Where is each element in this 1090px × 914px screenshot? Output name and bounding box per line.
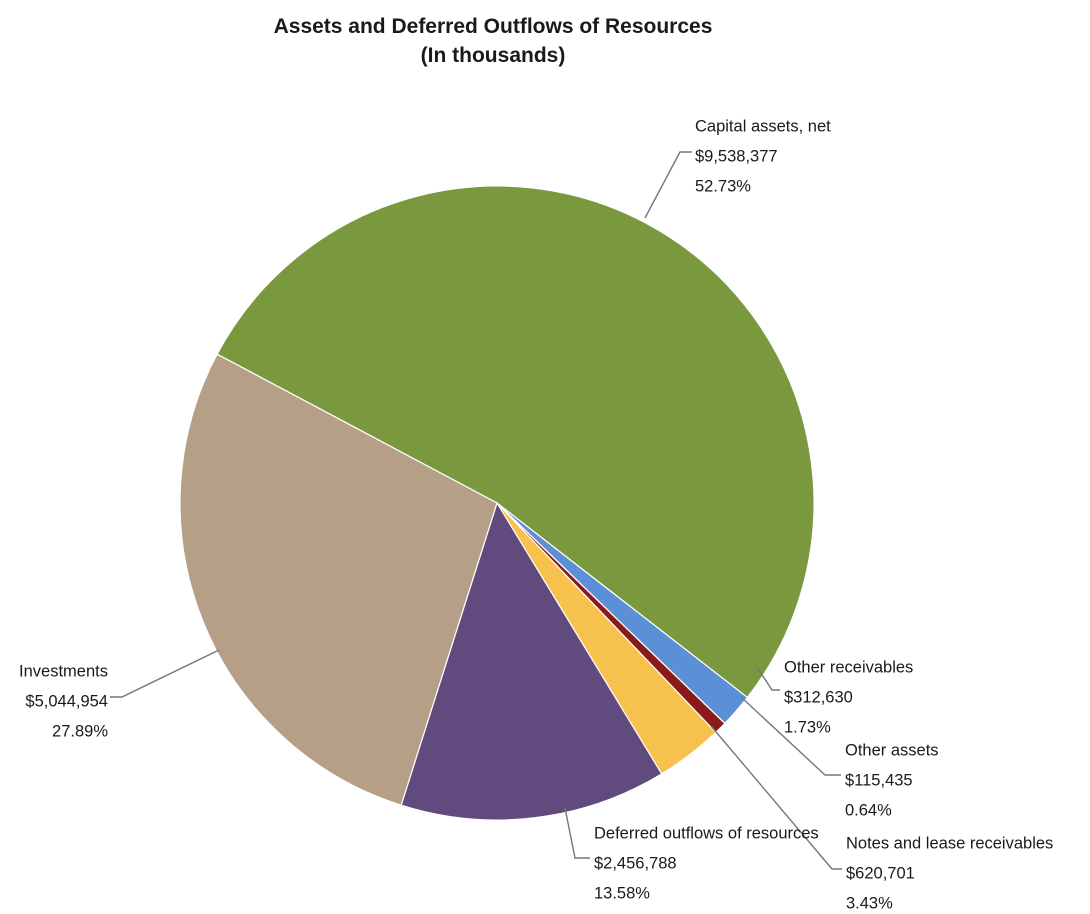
- label-investments-value: $5,044,954: [25, 692, 108, 710]
- chart-title: Assets and Deferred Outflows of Resource…: [274, 15, 713, 38]
- label-deferred-outflows-percent: 13.58%: [594, 884, 650, 902]
- label-investments-percent: 27.89%: [52, 722, 108, 740]
- pie-slice-deferred-outflows: [400, 501, 663, 821]
- label-notes-lease-receivables-name: Notes and lease receivables: [846, 834, 1053, 852]
- label-deferred-outflows-name: Deferred outflows of resources: [594, 824, 819, 842]
- leader-line-capital-assets: [644, 151, 692, 219]
- label-other-receivables-name: Other receivables: [784, 658, 913, 676]
- leader-line-deferred-outflows: [564, 807, 590, 859]
- leader-line-other-receivables: [756, 666, 780, 691]
- leader-lines: [110, 151, 842, 870]
- slice-labels: Capital assets, net $9,538,377 52.73% Other…: [19, 117, 1053, 912]
- label-capital-assets-value: $9,538,377: [695, 147, 778, 165]
- label-other-assets-name: Other assets: [845, 741, 939, 759]
- label-other-assets-percent: 0.64%: [845, 801, 892, 819]
- pie-slice-investments: [179, 353, 498, 806]
- label-capital-assets-name: Capital assets, net: [695, 117, 831, 135]
- label-deferred-outflows-value: $2,456,788: [594, 854, 677, 872]
- label-notes-lease-receivables-value: $620,701: [846, 864, 915, 882]
- leader-line-notes-lease-receivables: [710, 725, 842, 870]
- leader-line-other-assets: [740, 696, 841, 776]
- label-notes-lease-receivables-percent: 3.43%: [846, 894, 893, 912]
- leader-line-investments: [110, 649, 220, 698]
- label-other-assets-value: $115,435: [845, 771, 913, 789]
- label-other-receivables-value: $312,630: [784, 688, 853, 706]
- pie-slice-capital-assets: [216, 185, 815, 699]
- pie-slices: [179, 185, 815, 821]
- label-investments-name: Investments: [19, 662, 108, 680]
- label-capital-assets-percent: 52.73%: [695, 177, 751, 195]
- chart-subtitle: (In thousands): [421, 44, 566, 67]
- label-other-receivables-percent: 1.73%: [784, 718, 831, 736]
